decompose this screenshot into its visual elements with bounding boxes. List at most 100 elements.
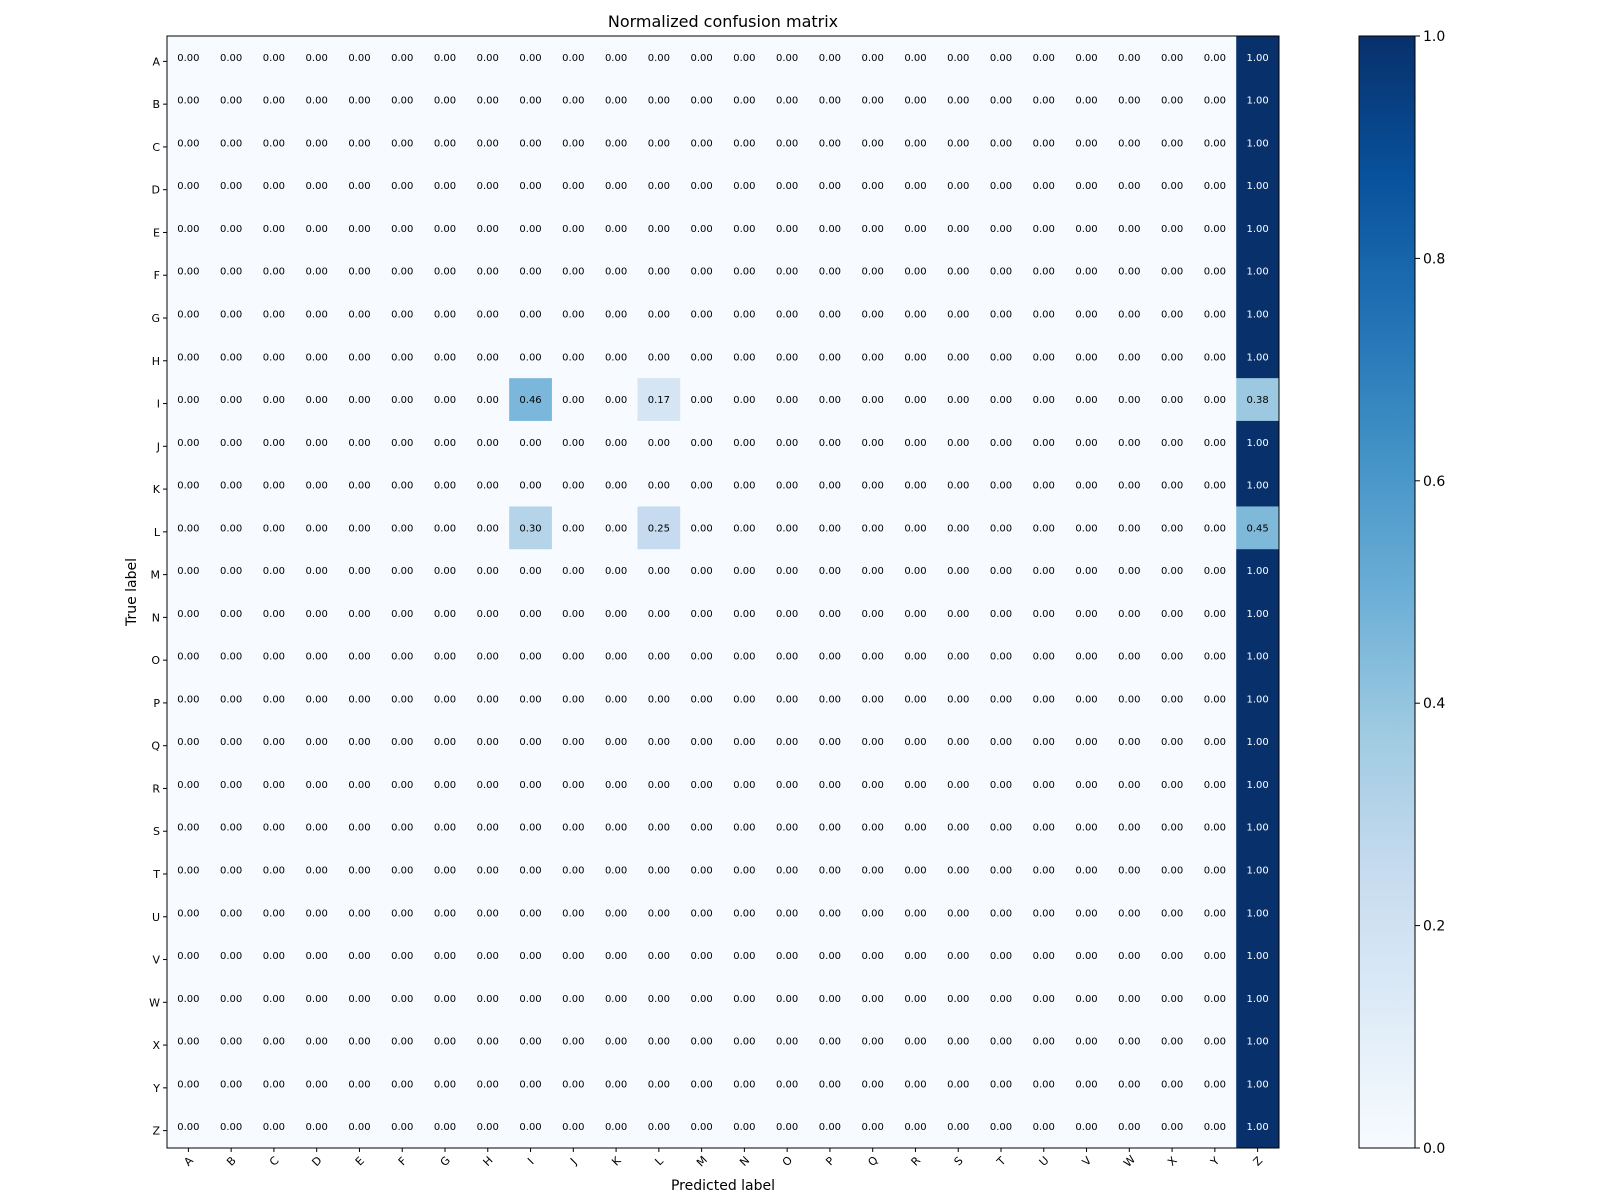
heatmap-cell	[936, 36, 981, 80]
y-tick-label: V	[152, 954, 160, 967]
heatmap-cell	[380, 78, 425, 122]
heatmap-cell-label: 0.00	[990, 310, 1012, 321]
heatmap-cell	[979, 934, 1023, 978]
heatmap-cell	[637, 506, 681, 550]
heatmap-cell-label: 0.00	[348, 138, 370, 149]
heatmap-cell-label: 1.00	[1246, 1079, 1268, 1090]
heatmap-cell	[979, 634, 1023, 678]
heatmap-cell-label: 0.00	[434, 181, 456, 192]
heatmap-cell	[1236, 720, 1280, 764]
heatmap-cell	[551, 249, 596, 294]
heatmap-cell-label: 0.00	[1161, 438, 1183, 449]
heatmap-cell	[723, 592, 767, 636]
heatmap-cell-label: 0.00	[862, 652, 884, 663]
heatmap-cell	[509, 249, 553, 294]
heatmap-cell-label: 0.00	[1033, 823, 1055, 834]
heatmap-cell	[894, 249, 938, 294]
heatmap-cell	[1107, 549, 1152, 593]
heatmap-cell-label: 0.00	[306, 310, 328, 321]
heatmap-cell	[252, 763, 296, 807]
heatmap-cell	[423, 848, 467, 892]
heatmap-cell-label: 0.00	[434, 866, 456, 877]
heatmap-cell	[509, 891, 553, 935]
heatmap-cell	[594, 805, 638, 850]
heatmap-cell	[765, 1019, 809, 1063]
heatmap-cell	[1150, 848, 1194, 892]
heatmap-cell	[637, 1019, 681, 1063]
heatmap-cell	[808, 420, 852, 465]
heatmap-cell	[1107, 848, 1152, 892]
heatmap-cell-label: 1.00	[1246, 96, 1268, 107]
heatmap-cell	[1150, 934, 1194, 978]
heatmap-cell-label: 0.00	[1033, 609, 1055, 620]
heatmap-cell	[1107, 976, 1152, 1021]
heatmap-cell	[252, 891, 296, 935]
heatmap-cell-label: 0.00	[605, 138, 627, 149]
heatmap-cell-label: 0.00	[690, 438, 712, 449]
heatmap-cell	[1065, 677, 1109, 721]
heatmap-cell-label: 1.00	[1246, 908, 1268, 919]
heatmap-cell	[594, 976, 638, 1021]
x-tick-label: M	[694, 1153, 710, 1169]
heatmap-cell	[509, 934, 553, 978]
heatmap-cell-label: 0.00	[1033, 1122, 1055, 1133]
heatmap-cell	[338, 976, 382, 1021]
heatmap-cell-label: 0.00	[306, 523, 328, 534]
heatmap-cell	[680, 463, 724, 507]
y-tick-label: N	[152, 611, 160, 624]
heatmap-cell-label: 0.00	[477, 737, 499, 748]
heatmap-cell	[1236, 249, 1280, 294]
heatmap-cell-label: 0.00	[990, 438, 1012, 449]
heatmap-cell	[765, 1062, 809, 1106]
heatmap-cell-label: 0.00	[1075, 566, 1097, 577]
heatmap-cell-label: 0.00	[904, 53, 926, 64]
heatmap-cell	[423, 891, 467, 935]
heatmap-cell	[637, 164, 681, 208]
heatmap-cell-label: 0.00	[1118, 395, 1140, 406]
heatmap-cell	[765, 292, 809, 336]
heatmap-cell-label: 0.00	[434, 352, 456, 363]
heatmap-cell	[1022, 720, 1066, 764]
heatmap-cell	[723, 720, 767, 764]
heatmap-cell	[894, 891, 938, 935]
heatmap-cell-label: 0.00	[904, 823, 926, 834]
heatmap-cell	[1193, 934, 1237, 978]
heatmap-cell	[338, 677, 382, 721]
heatmap-cell	[1022, 677, 1066, 721]
x-tick-label: E	[353, 1154, 367, 1168]
heatmap-cell-label: 0.00	[904, 908, 926, 919]
heatmap-cell	[167, 720, 211, 764]
heatmap-cell-label: 0.00	[477, 481, 499, 492]
heatmap-cell	[936, 891, 981, 935]
heatmap-cell	[1107, 207, 1152, 251]
heatmap-cell-label: 0.00	[990, 481, 1012, 492]
heatmap-cell-label: 0.00	[1204, 438, 1226, 449]
heatmap-cell	[509, 335, 553, 379]
heatmap-cell	[936, 249, 981, 294]
y-tick-label: I	[157, 398, 160, 411]
heatmap-cell	[167, 763, 211, 807]
heatmap-cell	[979, 720, 1023, 764]
heatmap-cell-label: 1.00	[1246, 310, 1268, 321]
heatmap-cell	[509, 420, 553, 465]
heatmap-cell-label: 0.00	[562, 566, 584, 577]
heatmap-cell	[1193, 891, 1237, 935]
y-tick-label: B	[152, 98, 160, 111]
heatmap-cell-label: 0.00	[862, 780, 884, 791]
heatmap-cell-label: 0.00	[562, 1122, 584, 1133]
heatmap-cell-label: 0.00	[177, 1122, 199, 1133]
heatmap-cell-label: 0.00	[776, 694, 798, 705]
heatmap-cell	[509, 592, 553, 636]
heatmap-cell	[894, 463, 938, 507]
heatmap-cell	[894, 848, 938, 892]
heatmap-cell	[680, 1062, 724, 1106]
colorbar-tick-label: 0.6	[1423, 474, 1445, 490]
heatmap-cell	[637, 335, 681, 379]
heatmap-cell	[1236, 549, 1280, 593]
heatmap-cell	[594, 1019, 638, 1063]
x-tick-label: A	[181, 1154, 196, 1169]
heatmap-cell	[1022, 634, 1066, 678]
heatmap-cell-label: 0.00	[776, 1122, 798, 1133]
heatmap-cell	[1107, 763, 1152, 807]
heatmap-cell	[1107, 1062, 1152, 1106]
